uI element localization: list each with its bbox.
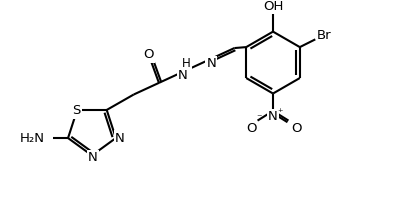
Text: H: H (181, 57, 190, 70)
Text: N: N (206, 57, 216, 70)
Text: N: N (268, 110, 277, 123)
Text: O: O (246, 122, 256, 135)
Text: N: N (178, 69, 188, 82)
Text: ⁻: ⁻ (256, 114, 261, 124)
Text: H₂N: H₂N (20, 132, 45, 145)
Text: Br: Br (316, 29, 330, 42)
Text: OH: OH (262, 0, 282, 13)
Text: O: O (290, 122, 301, 135)
Text: N: N (88, 151, 97, 164)
Text: O: O (143, 48, 153, 61)
Text: ⁺: ⁺ (276, 108, 282, 118)
Text: N: N (114, 132, 124, 145)
Text: S: S (72, 104, 80, 117)
